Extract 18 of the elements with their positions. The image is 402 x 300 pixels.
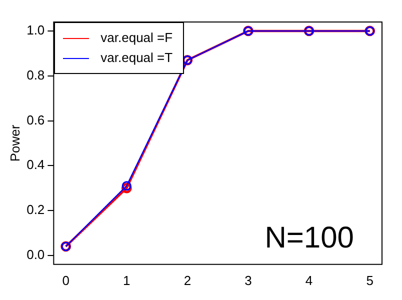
point <box>122 181 132 191</box>
point <box>121 182 132 194</box>
x-tick-label: 4 <box>305 272 313 288</box>
y-tick-label: 0.4 <box>26 157 45 172</box>
y-tick-label: 0.2 <box>26 202 45 218</box>
x-tick-label: 0 <box>62 272 70 288</box>
x-tick-label: 1 <box>123 272 130 288</box>
legend-label: var.equal =F <box>100 29 173 47</box>
legend-label: var.equal =T <box>100 49 173 67</box>
annotation: N=100 <box>264 222 354 255</box>
x-tick-label: 3 <box>244 272 252 288</box>
y-tick-label: 0.0 <box>26 247 45 262</box>
y-tick-label: 0.8 <box>26 67 45 82</box>
x-tick-label: 5 <box>366 272 374 288</box>
y-tick-label: 0.6 <box>26 112 45 128</box>
y-axis-title: Power <box>7 124 22 162</box>
x-tick-label: 2 <box>184 272 192 288</box>
y-tick-label: 1.0 <box>26 22 45 38</box>
